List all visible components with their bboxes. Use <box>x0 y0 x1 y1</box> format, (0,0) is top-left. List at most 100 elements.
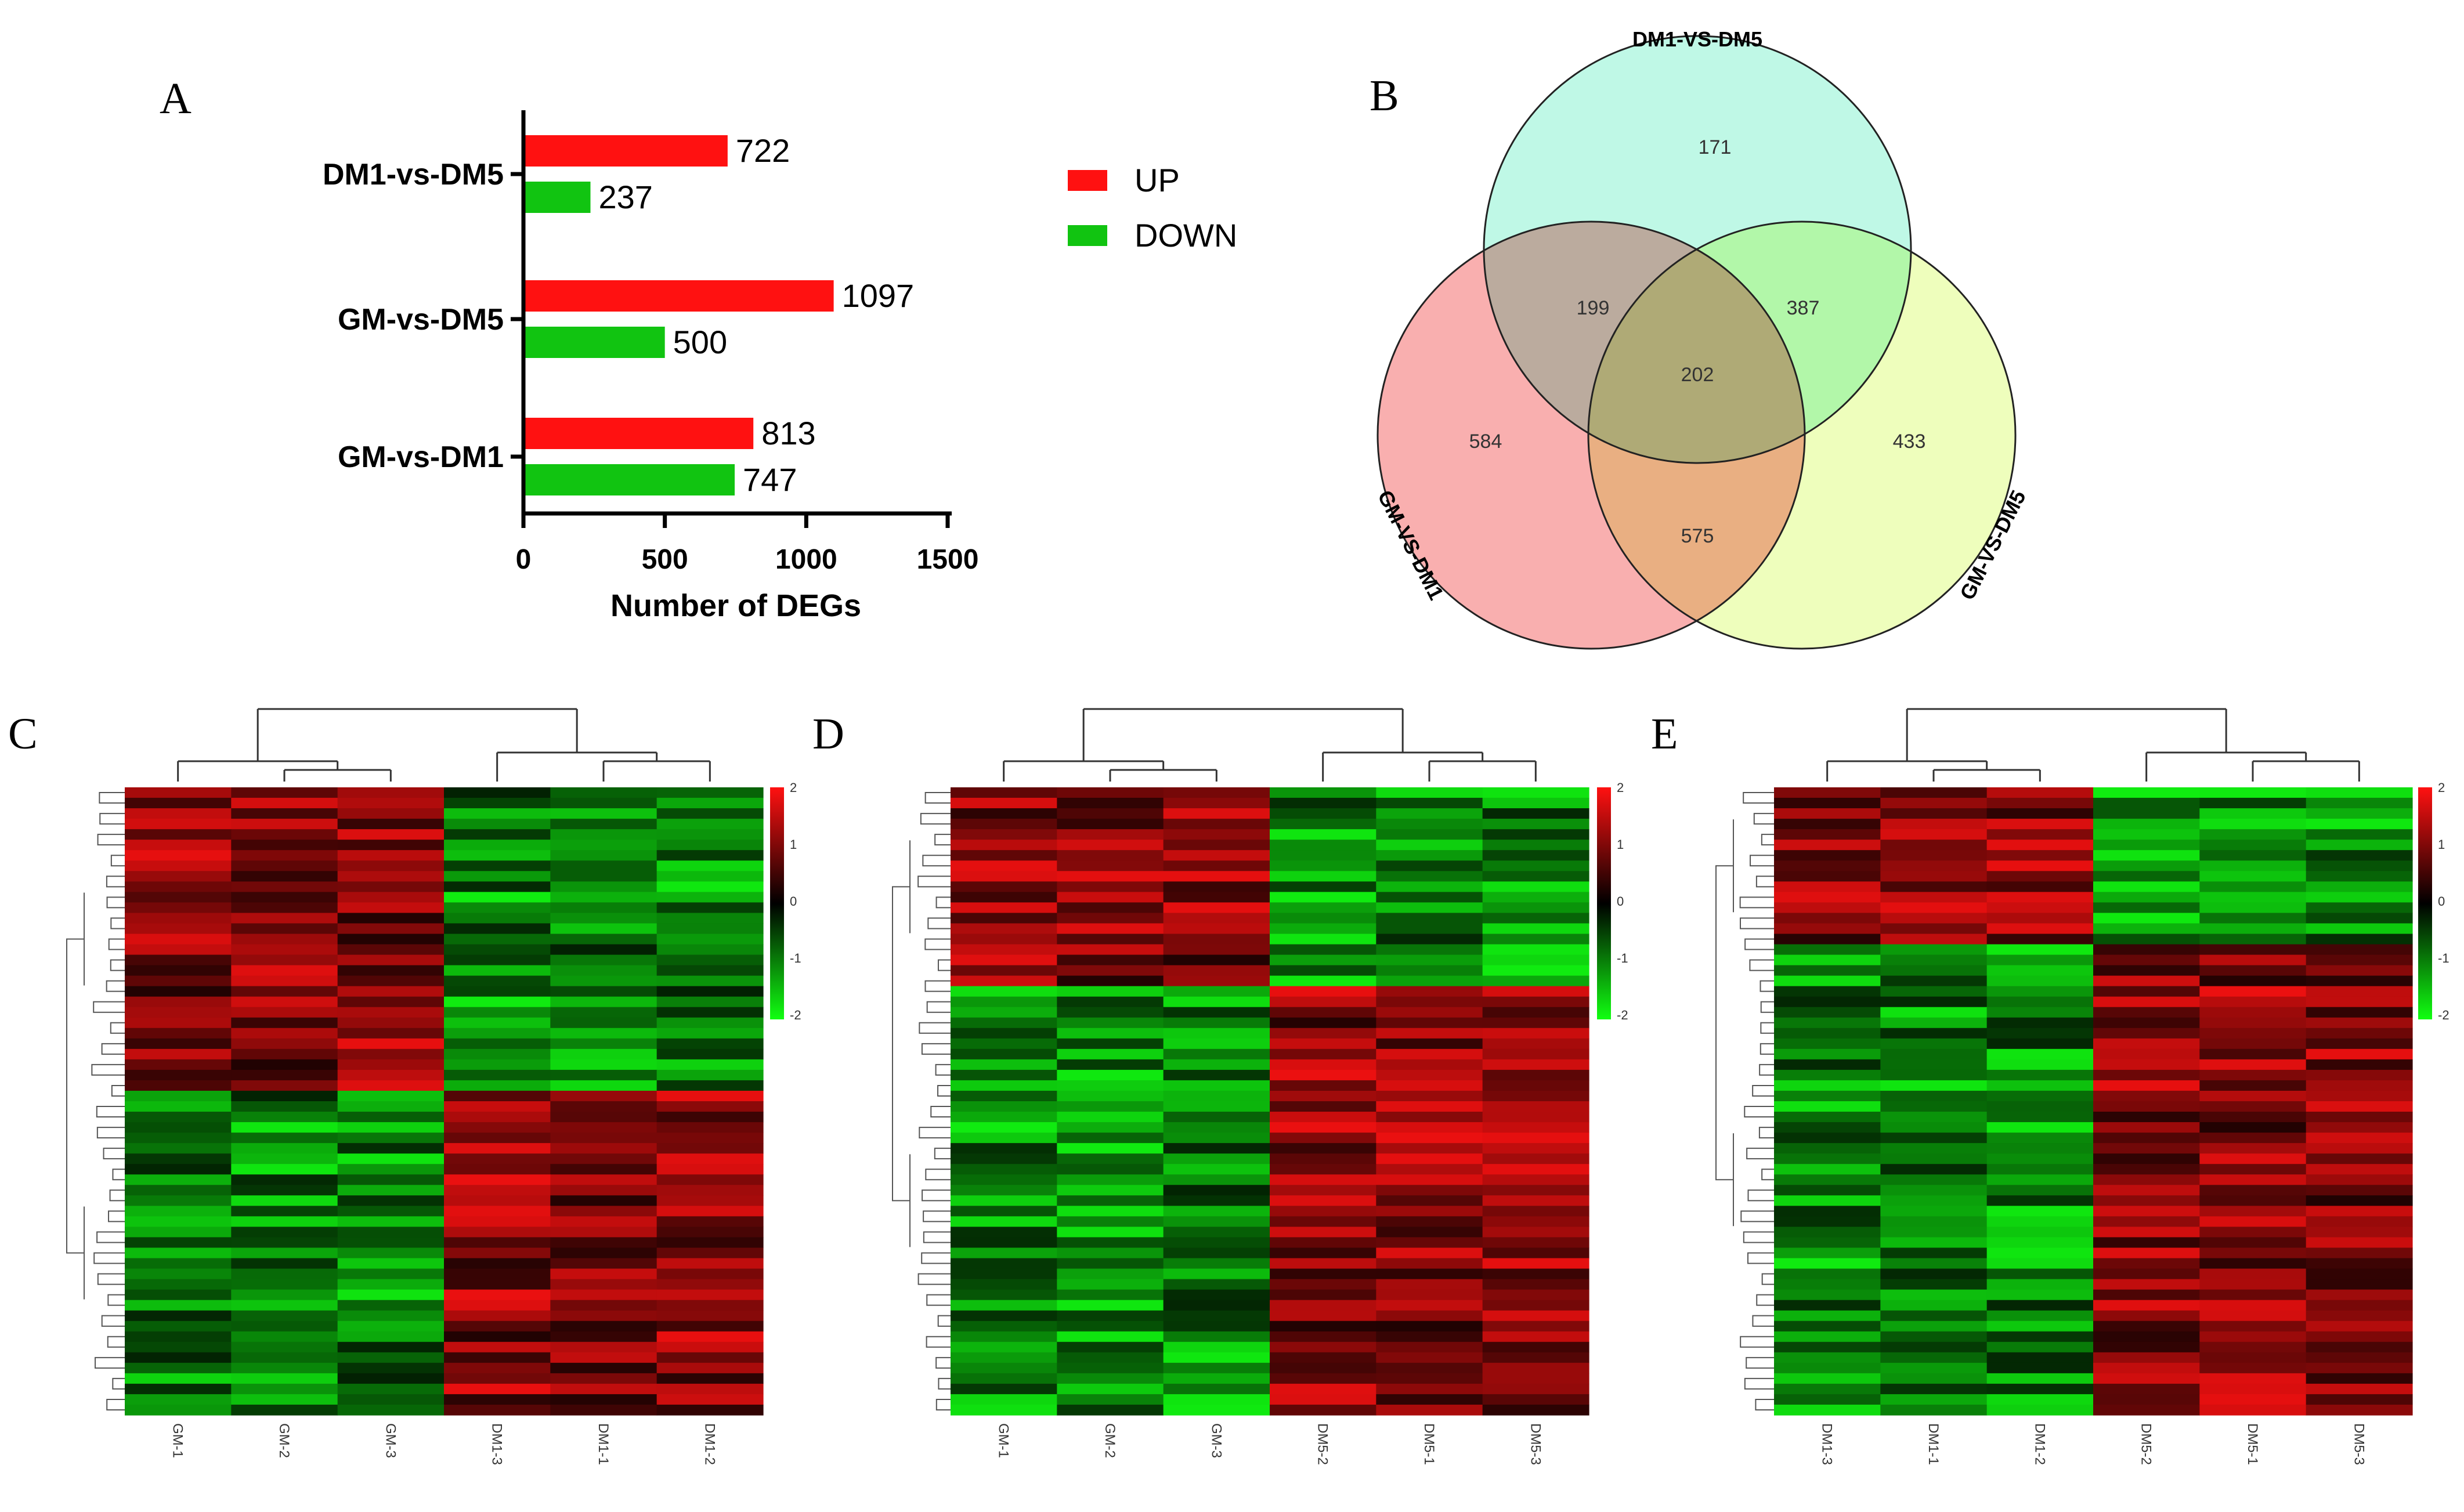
heatmap-cell <box>2306 1080 2413 1091</box>
heatmap-cell <box>951 902 1057 913</box>
heatmap-cell <box>2199 996 2307 1008</box>
heatmap-cell <box>337 1289 445 1301</box>
heatmap-cell <box>656 923 764 935</box>
heatmap-cell <box>231 1331 338 1343</box>
heatmap-cell <box>125 881 232 892</box>
heatmap-cell <box>444 829 551 840</box>
heatmap-cell <box>1774 1059 1881 1070</box>
heatmap-cell <box>656 1300 764 1311</box>
heatmap-cell <box>550 1164 657 1175</box>
heatmap-cell <box>2199 1310 2307 1322</box>
heatmap-cell <box>1880 1143 1988 1154</box>
heatmap-cell <box>444 787 551 798</box>
heatmap-cell <box>656 944 764 956</box>
heatmap-cell <box>1163 850 1270 861</box>
heatmap-cell <box>1986 798 2094 809</box>
heatmap-column-label: DM5-2 <box>2138 1423 2154 1465</box>
heatmap-cell <box>1482 881 1589 892</box>
heatmap-cell <box>2093 808 2200 819</box>
heatmap-cell <box>656 1164 764 1175</box>
heatmap-cell <box>1880 1321 1988 1332</box>
heatmap-cell <box>125 1310 232 1322</box>
heatmap-cell <box>337 965 445 976</box>
heatmap-cell <box>2199 913 2307 924</box>
heatmap-cell <box>1986 1289 2094 1301</box>
heatmap-cell <box>125 860 232 871</box>
heatmap-cell <box>656 819 764 830</box>
heatmap-cell <box>337 1069 445 1081</box>
heatmap-cell <box>1163 1258 1270 1269</box>
heatmap-cell <box>1376 1310 1483 1322</box>
heatmap-cell <box>1057 954 1164 966</box>
heatmap-cell <box>550 1017 657 1029</box>
heatmap-cell <box>1482 1394 1589 1405</box>
heatmap-cell <box>1057 944 1164 956</box>
color-scale-tick-label: -1 <box>2438 951 2449 965</box>
heatmap-cell <box>2199 1258 2307 1269</box>
heatmap-cell <box>1376 913 1483 924</box>
heatmap-cell <box>1057 1383 1164 1395</box>
heatmap-cell <box>1270 965 1376 976</box>
heatmap-cell <box>1986 1321 2094 1332</box>
heatmap-cell <box>1376 1038 1483 1050</box>
heatmap-cell <box>125 1112 232 1123</box>
heatmap-cell <box>1774 1300 1881 1311</box>
heatmap-cell <box>1774 1258 1881 1269</box>
venn-outline-dm1-vs-dm5 <box>1483 35 1912 464</box>
heatmap-cell <box>337 954 445 966</box>
heatmap-cell <box>1482 787 1589 798</box>
bar-value-label: 237 <box>598 179 652 215</box>
heatmap-cell <box>1986 1101 2094 1112</box>
heatmap-cell <box>550 1310 657 1322</box>
heatmap-cell <box>444 1321 551 1332</box>
heatmap-cell <box>2093 829 2200 840</box>
heatmap-cell <box>1880 1195 1988 1206</box>
heatmap-cell <box>125 1080 232 1091</box>
heatmap-cell <box>2093 1028 2200 1039</box>
heatmap-cell <box>1880 1059 1988 1070</box>
heatmap-cell <box>1774 787 1881 798</box>
dendrogram-branch <box>103 1148 125 1160</box>
heatmap-cell <box>444 975 551 987</box>
dendrogram-branch <box>1739 896 1774 909</box>
heatmap-cell <box>1986 1394 2094 1405</box>
heatmap-cell <box>2093 1279 2200 1290</box>
heatmap-cell <box>1986 1279 2094 1290</box>
heatmap-cell <box>951 1153 1057 1164</box>
heatmap-cell <box>1057 860 1164 871</box>
heatmap-cell <box>1163 1321 1270 1332</box>
heatmap-cell <box>951 840 1057 851</box>
heatmap-cell <box>125 1069 232 1081</box>
heatmap-cell <box>444 965 551 976</box>
heatmap-cell <box>550 1352 657 1363</box>
heatmap-cell <box>2199 1133 2307 1144</box>
heatmap-cell <box>1774 1404 1881 1416</box>
heatmap-column-label: DM5-1 <box>1421 1423 1437 1465</box>
heatmap-cell <box>1880 1206 1988 1217</box>
column-dendrogram <box>1003 708 1537 782</box>
dendrogram-branch <box>95 1357 125 1369</box>
heatmap-cell <box>1774 1122 1881 1133</box>
heatmap-cell <box>125 1247 232 1259</box>
heatmap-cell <box>231 1059 338 1070</box>
heatmap-column-label: GM-3 <box>1208 1423 1224 1458</box>
heatmap-cell <box>1163 1206 1270 1217</box>
dendrogram-branch <box>1755 876 1774 888</box>
heatmap-cell <box>1376 965 1483 976</box>
heatmap-cell <box>2199 934 2307 945</box>
dendrogram-branch <box>106 980 125 992</box>
heatmap-cell <box>231 1048 338 1060</box>
heatmap-cell <box>2306 996 2413 1008</box>
heatmap-cell <box>1482 1017 1589 1029</box>
heatmap-cell <box>125 1048 232 1060</box>
heatmap-cell <box>2306 975 2413 987</box>
heatmap-cell <box>1057 996 1164 1008</box>
heatmap-cell <box>951 819 1057 830</box>
heatmap-cell <box>1986 1352 2094 1363</box>
heatmap-cell <box>1057 1080 1164 1091</box>
heatmap-cell <box>1986 902 2094 913</box>
heatmap-cell <box>1376 1289 1483 1301</box>
dendrogram-branch <box>1761 1273 1774 1285</box>
dendrogram-branch <box>108 1210 125 1222</box>
heatmap-cell <box>656 1101 764 1112</box>
